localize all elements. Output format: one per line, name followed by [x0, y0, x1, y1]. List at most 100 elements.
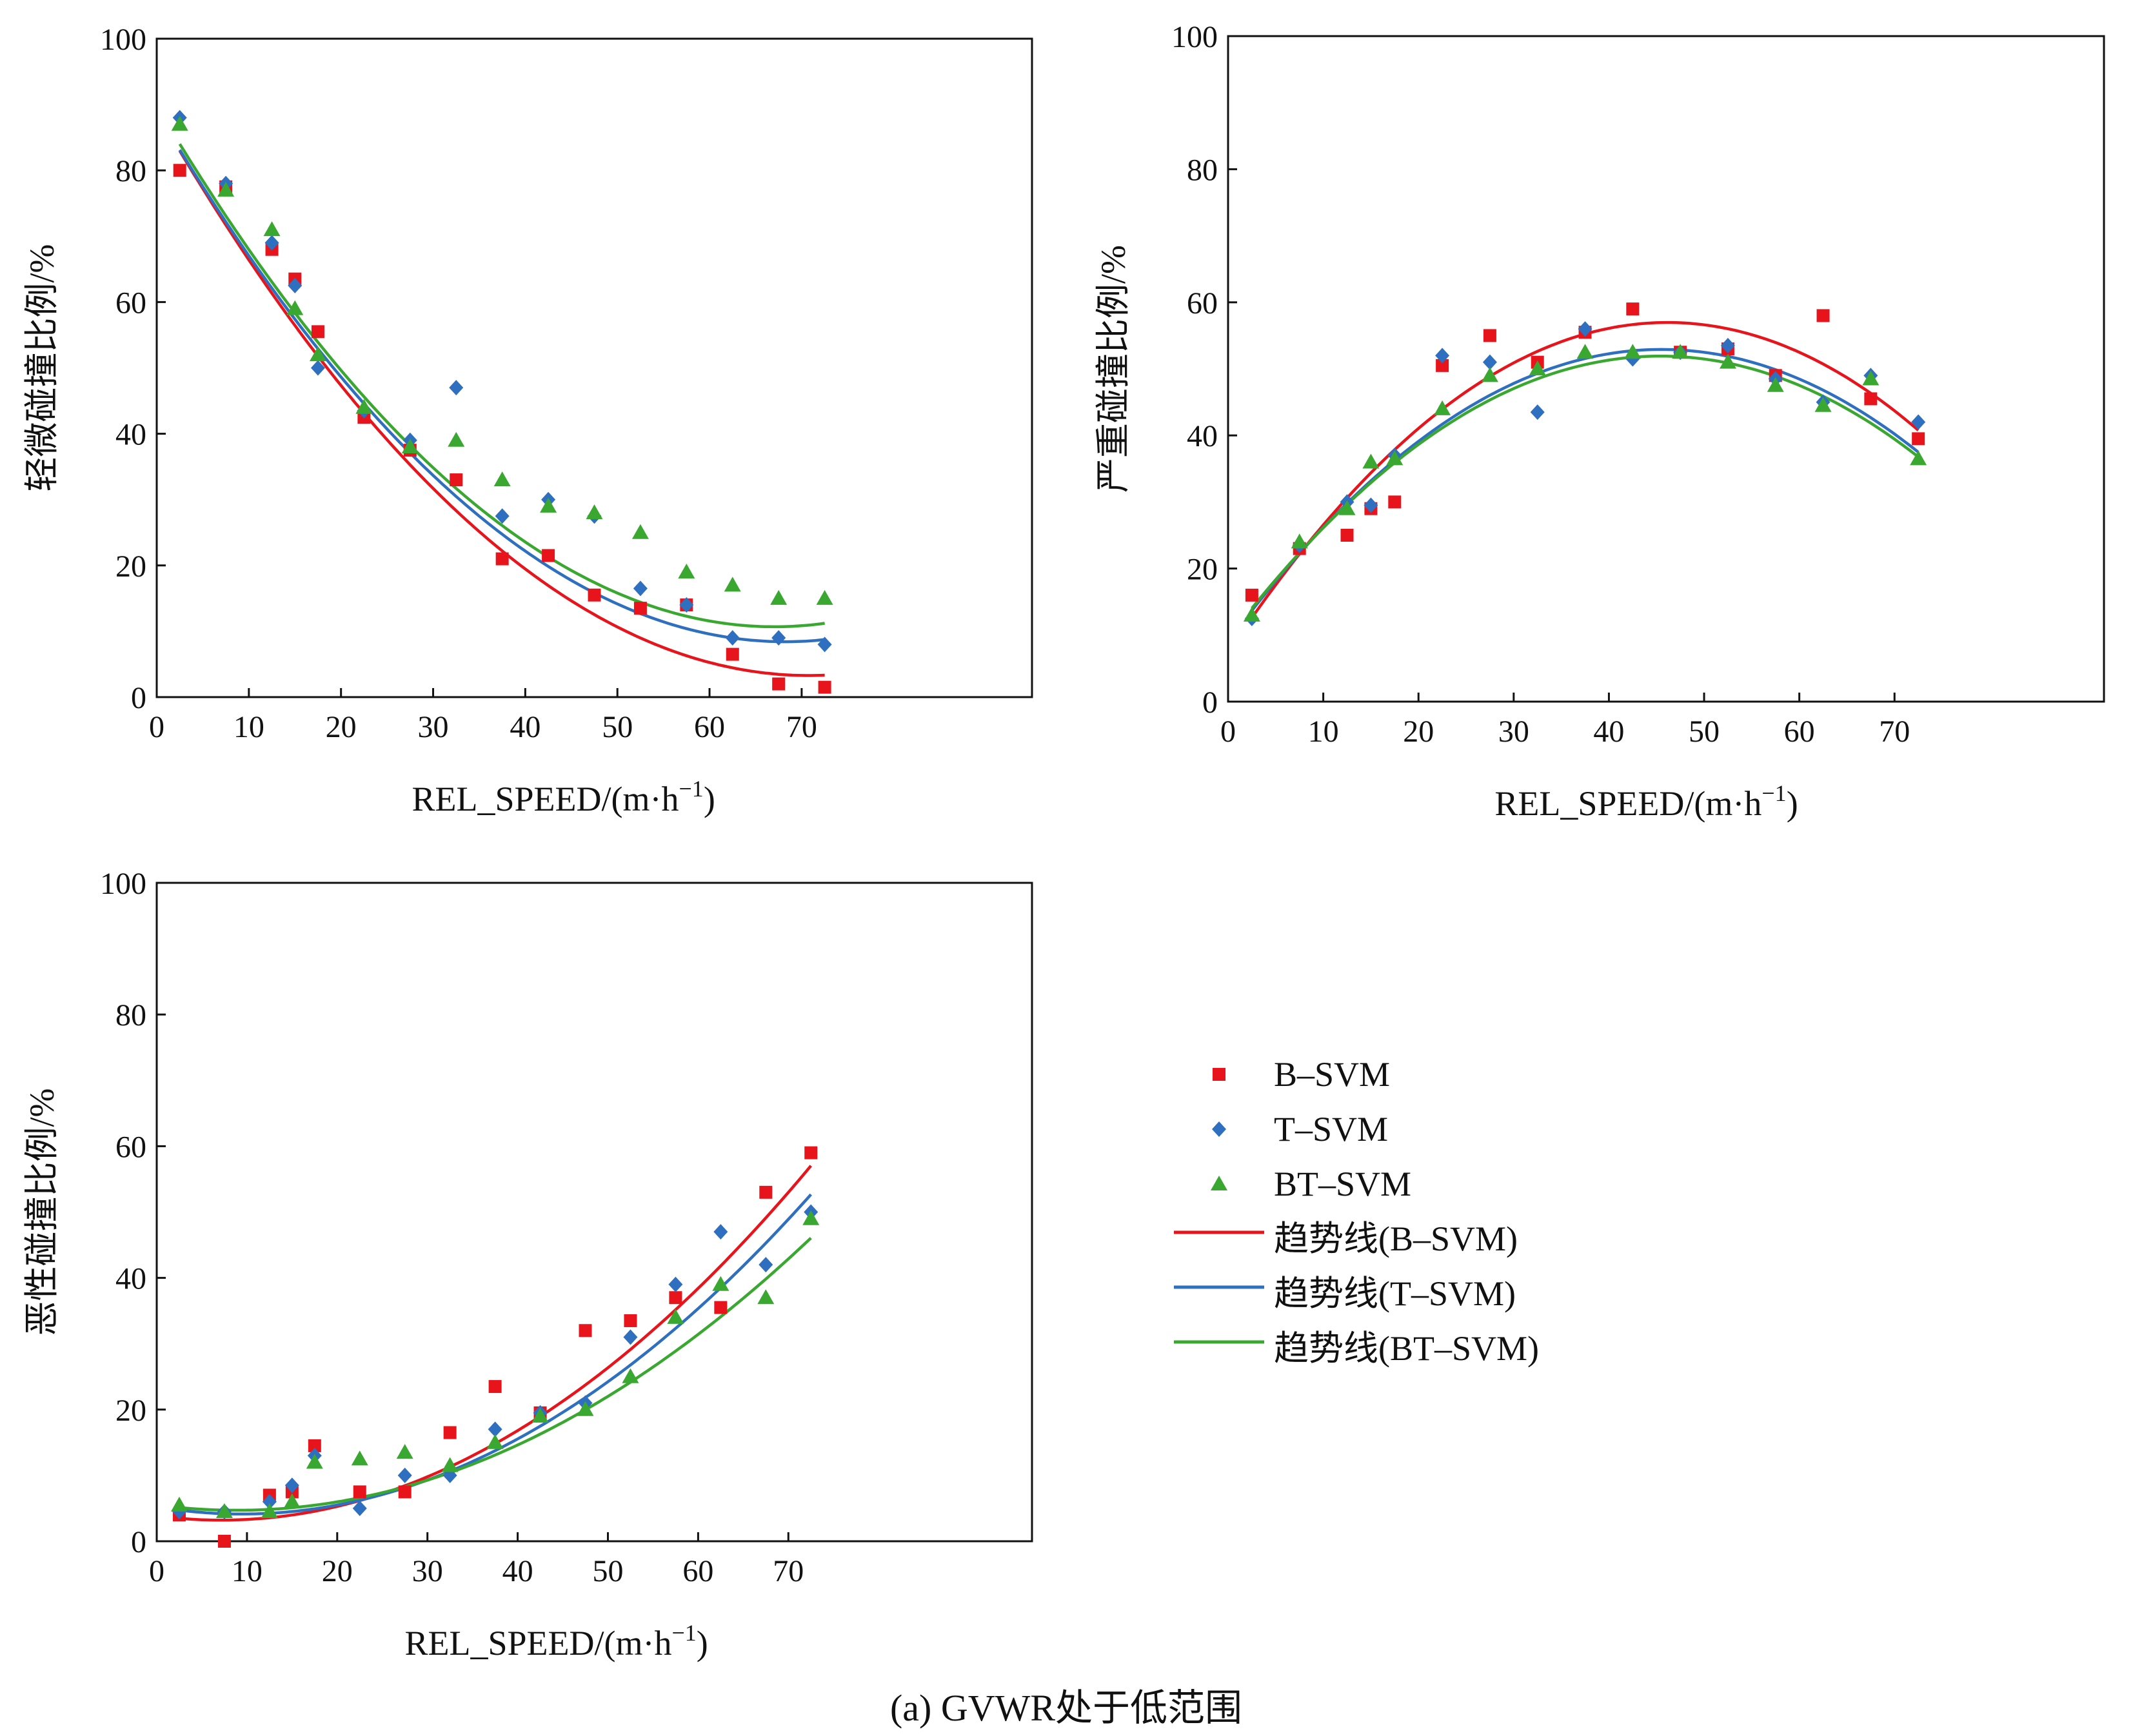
- legend-label: T–SVM: [1274, 1110, 1388, 1149]
- point-t-svm: [759, 1257, 773, 1273]
- point-t-svm: [1435, 348, 1450, 364]
- point-t-svm: [288, 277, 303, 293]
- x-tick-label: 30: [412, 1554, 443, 1588]
- point-b-svm: [1912, 432, 1925, 446]
- point-b-svm: [759, 1185, 773, 1199]
- x-tick-label: 30: [1498, 715, 1529, 749]
- chart-severe-collision: 0 10 20 30 40 50 60 70 0 20 40 60 80 100 REL_SPEED/(m·…: [1094, 20, 2105, 823]
- y-tick-label: 0: [131, 681, 146, 715]
- point-bt-svm: [667, 1308, 684, 1324]
- point-bt-svm: [171, 115, 188, 131]
- x-tick-label: 50: [602, 710, 633, 744]
- point-b-svm: [398, 1485, 412, 1499]
- point-b-svm: [772, 677, 786, 691]
- point-bt-svm: [1338, 500, 1356, 515]
- point-bt-svm: [577, 1401, 594, 1416]
- point-t-svm: [771, 630, 786, 646]
- point-bt-svm: [1576, 344, 1594, 359]
- point-bt-svm: [1814, 397, 1832, 412]
- point-bt-svm: [493, 471, 511, 487]
- y-tick-label: 20: [115, 549, 146, 584]
- point-bt-svm: [1672, 344, 1689, 359]
- x-tick-label: 70: [773, 1554, 804, 1588]
- trendline-b-svm: [179, 1165, 813, 1522]
- point-t-svm: [1482, 354, 1497, 370]
- y-tick-label: 0: [131, 1525, 146, 1559]
- x-tick-label: 0: [1220, 715, 1236, 749]
- point-bt-svm: [396, 1444, 413, 1459]
- point-b-svm: [443, 1426, 457, 1439]
- legend-label: 趋势线(BT–SVM): [1274, 1329, 1539, 1368]
- x-axis-label: REL_SPEED/(m·h−1): [1494, 780, 1798, 823]
- point-bt-svm: [306, 1454, 323, 1469]
- y-tick-label: 60: [1187, 286, 1218, 321]
- x-tick-label: 60: [1784, 715, 1815, 749]
- point-t-svm: [623, 1329, 638, 1345]
- y-tick-label: 80: [1187, 153, 1218, 187]
- legend-label: B–SVM: [1274, 1055, 1390, 1094]
- legend-label: 趋势线(T–SVM): [1274, 1274, 1516, 1313]
- y-tick-label: 80: [115, 998, 146, 1032]
- plot-frame: [155, 882, 1033, 1543]
- point-bt-svm: [1291, 533, 1308, 549]
- x-tick-label: 0: [149, 710, 164, 744]
- point-t-svm: [488, 1421, 502, 1437]
- point-t-svm: [1578, 321, 1592, 337]
- point-bt-svm: [770, 589, 788, 605]
- point-t-svm: [449, 380, 464, 396]
- x-tick-label: 20: [1403, 715, 1434, 749]
- point-bt-svm: [531, 1408, 549, 1423]
- x-tick-label: 10: [232, 1554, 263, 1588]
- point-bt-svm: [351, 1450, 368, 1466]
- point-b-svm: [450, 473, 463, 487]
- y-axis-label: 轻微碰撞比例/%: [23, 244, 61, 492]
- point-t-svm: [284, 1477, 299, 1494]
- y-tick-label: 40: [115, 1262, 146, 1296]
- x-axis-label: REL_SPEED/(m·h−1): [412, 776, 715, 818]
- point-t-svm: [713, 1224, 728, 1240]
- point-b-svm: [353, 1485, 366, 1499]
- point-b-svm: [579, 1324, 592, 1337]
- y-tick-label: 0: [1202, 686, 1218, 720]
- point-bt-svm: [622, 1368, 639, 1383]
- x-tick-label: 70: [786, 710, 817, 744]
- x-tick-label: 70: [1879, 715, 1910, 749]
- point-bt-svm: [1434, 400, 1451, 415]
- point-bt-svm: [1362, 453, 1380, 469]
- point-bt-svm: [283, 1493, 301, 1508]
- point-bt-svm: [263, 221, 281, 237]
- x-tick-label: 40: [1593, 715, 1624, 749]
- point-bt-svm: [1386, 450, 1404, 466]
- point-b-svm: [1483, 329, 1496, 342]
- point-bt-svm: [217, 181, 235, 197]
- point-bt-svm: [757, 1289, 775, 1305]
- point-t-svm: [310, 360, 325, 376]
- y-tick-label: 80: [115, 154, 146, 188]
- x-tick-label: 50: [1689, 715, 1720, 749]
- point-t-svm: [264, 235, 279, 251]
- x-tick-label: 40: [502, 1554, 533, 1588]
- y-tick-label: 20: [115, 1394, 146, 1428]
- point-bt-svm: [1243, 606, 1260, 622]
- y-tick-label: 60: [115, 286, 146, 320]
- point-t-svm: [397, 1467, 412, 1483]
- point-b-svm: [818, 680, 831, 694]
- point-t-svm: [633, 580, 648, 597]
- point-b-svm: [1245, 588, 1258, 602]
- point-b-svm: [633, 602, 647, 615]
- trendline-t-svm: [1251, 348, 1920, 612]
- point-bt-svm: [1862, 370, 1880, 386]
- point-t-svm: [1364, 497, 1378, 513]
- trendline-bt-svm: [1251, 354, 1920, 609]
- y-tick-label: 40: [115, 418, 146, 452]
- y-tick-label: 100: [100, 23, 146, 57]
- point-bt-svm: [586, 504, 603, 520]
- point-b-svm: [1436, 359, 1449, 372]
- x-axis-label: REL_SPEED/(m·h−1): [404, 1620, 708, 1662]
- point-bt-svm: [441, 1457, 459, 1472]
- point-b-svm: [1816, 309, 1830, 322]
- point-bt-svm: [712, 1276, 729, 1291]
- point-bt-svm: [540, 497, 557, 513]
- x-tick-label: 40: [510, 710, 541, 744]
- figure-caption: (a) GVWR处于低范围: [890, 1687, 1242, 1729]
